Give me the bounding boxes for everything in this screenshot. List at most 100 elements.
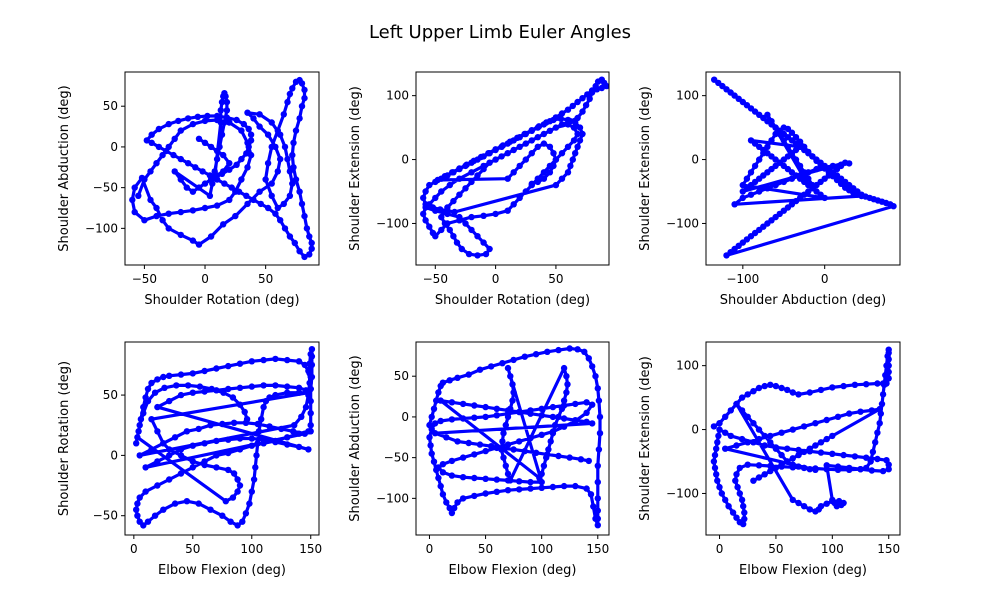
data-point (500, 430, 507, 437)
data-point (135, 428, 142, 435)
data-point (153, 160, 160, 167)
data-point (482, 413, 489, 421)
data-point (767, 439, 774, 446)
data-point (308, 346, 316, 353)
data-point (823, 435, 830, 443)
x-tick-label: 0 (201, 272, 209, 286)
data-point (867, 458, 874, 465)
data-point (250, 476, 258, 483)
data-point (268, 180, 275, 187)
data-point (189, 237, 197, 244)
data-point (170, 151, 177, 159)
data-point (576, 124, 584, 131)
data-point (160, 506, 167, 513)
data-point (151, 512, 159, 519)
data-point (833, 176, 841, 184)
data-point (510, 146, 517, 154)
data-point (585, 457, 592, 465)
data-point (441, 220, 449, 227)
data-point (459, 474, 467, 481)
y-axis-label: Shoulder Abduction (deg) (348, 355, 363, 522)
data-point (722, 496, 729, 504)
data-point (272, 382, 279, 389)
data-point (789, 496, 796, 504)
data-point (834, 413, 842, 420)
data-point (744, 439, 751, 446)
data-point (272, 391, 279, 399)
data-point (248, 383, 255, 390)
data-point (222, 93, 229, 100)
data-point (446, 226, 453, 234)
data-point (550, 150, 557, 157)
data-point (177, 446, 185, 453)
data-point (795, 446, 802, 454)
data-point (522, 188, 529, 195)
data-point (426, 223, 433, 230)
data-point (506, 138, 514, 145)
data-point (534, 143, 541, 150)
x-tick-label: 0 (426, 542, 434, 556)
data-point (451, 208, 458, 216)
data-point (527, 410, 534, 417)
data-point (874, 380, 881, 387)
data-point (572, 482, 579, 490)
data-point (516, 486, 523, 493)
data-point (454, 374, 461, 381)
data-point (184, 382, 192, 389)
data-point (800, 464, 808, 472)
data-point (733, 400, 740, 408)
subplots-container: −50 0 50 −100 −50 0 50 Shoulder Rotation (deg) S… (57, 71, 901, 578)
data-point (796, 138, 804, 145)
data-point (567, 162, 574, 170)
data-point (296, 248, 303, 255)
data-point (298, 80, 306, 87)
data-point (448, 509, 456, 517)
data-point (504, 150, 511, 157)
data-point (516, 478, 523, 485)
data-point (780, 178, 787, 186)
y-tick-label: −100 (376, 216, 409, 230)
data-point (868, 467, 875, 474)
data-point (482, 475, 489, 482)
data-point (569, 156, 576, 163)
data-point (558, 405, 566, 412)
data-point (538, 431, 545, 438)
data-point (291, 239, 298, 247)
data-point (789, 389, 796, 396)
data-point (262, 176, 269, 183)
data-point (225, 362, 232, 370)
y-tick-label: −100 (85, 221, 118, 235)
data-point (713, 445, 720, 452)
data-point (550, 162, 557, 170)
data-point (148, 131, 155, 138)
data-point (301, 86, 308, 94)
data-point (290, 139, 297, 146)
data-point (154, 482, 161, 489)
data-point (439, 379, 447, 386)
data-point (549, 413, 557, 421)
y-tick-label: 50 (103, 99, 118, 113)
data-point (507, 373, 514, 380)
data-point (268, 119, 275, 126)
data-point (722, 413, 729, 420)
data-point (521, 130, 528, 138)
data-point (885, 346, 892, 353)
y-tick-label: −50 (93, 509, 118, 523)
data-point (207, 233, 215, 240)
data-point (767, 381, 774, 388)
data-point (480, 212, 487, 219)
data-point (540, 130, 548, 138)
data-series (426, 345, 604, 529)
data-point (434, 176, 441, 184)
data-point (552, 156, 560, 163)
data-point (274, 127, 281, 134)
data-point (289, 180, 296, 187)
data-point (476, 441, 484, 448)
data-point (527, 485, 534, 492)
data-point (234, 522, 241, 529)
data-point (439, 491, 447, 498)
data-point (778, 429, 785, 436)
data-point (761, 382, 768, 390)
y-tick-label: 50 (103, 388, 118, 402)
data-point (295, 389, 303, 396)
